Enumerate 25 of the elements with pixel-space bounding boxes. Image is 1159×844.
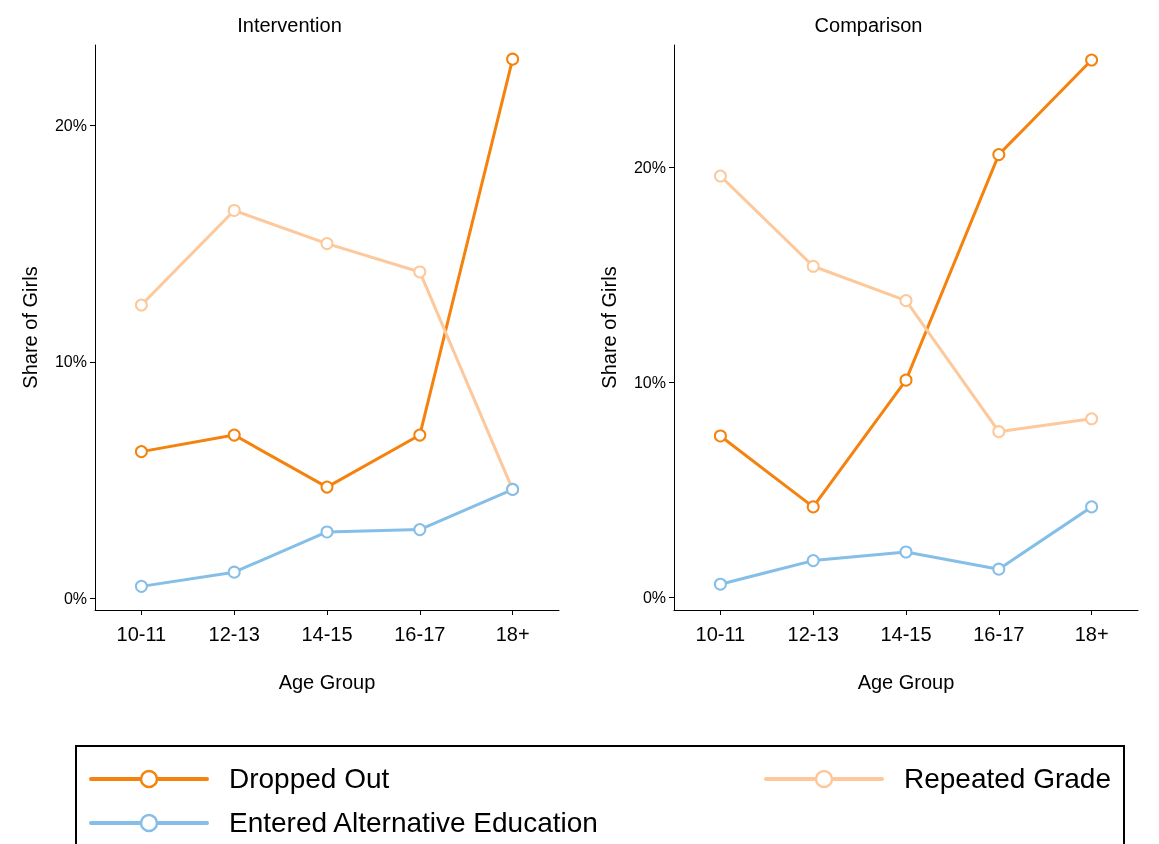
legend-label: Repeated Grade xyxy=(903,763,1111,795)
x-tick-label: 14-15 xyxy=(880,623,932,645)
x-axis-title: Age Group xyxy=(857,671,955,693)
x-tick-label: 16-17 xyxy=(973,623,1025,645)
y-tick-label: 20% xyxy=(633,158,666,176)
x-tick-label: 14-15 xyxy=(301,623,353,645)
x-tick-label: 10-11 xyxy=(695,623,746,645)
y-axis-title: Share of Girls xyxy=(19,266,41,389)
x-axis-title: Age Group xyxy=(278,671,376,693)
x-tick-label: 16-17 xyxy=(394,623,446,645)
legend-label: Dropped Out xyxy=(229,763,390,795)
y-tick-label: 0% xyxy=(63,589,87,607)
x-tick-label: 18+ xyxy=(495,623,530,645)
x-tick-label: 18+ xyxy=(1074,623,1109,645)
y-tick-label: 0% xyxy=(642,588,666,606)
y-axis-title: Share of Girls xyxy=(598,266,620,389)
legend-label: Entered Alternative Education xyxy=(229,807,598,839)
x-tick-label: 10-11 xyxy=(116,623,167,645)
y-tick-label: 10% xyxy=(54,353,87,371)
x-tick-label: 12-13 xyxy=(787,623,839,645)
x-tick-label: 12-13 xyxy=(208,623,260,645)
chart-title: Intervention xyxy=(237,14,342,36)
chart-title: Comparison xyxy=(814,14,923,36)
y-tick-label: 10% xyxy=(633,373,666,391)
y-tick-label: 20% xyxy=(54,116,87,134)
